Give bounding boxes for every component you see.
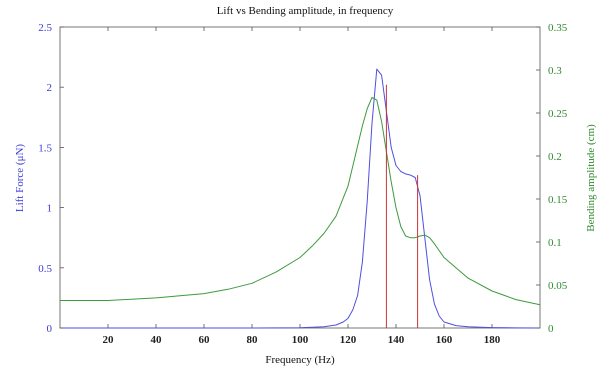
left-tick-label: 1.5	[38, 142, 52, 154]
left-tick-label: 2	[47, 82, 53, 94]
bending-amplitude-line	[60, 97, 541, 306]
x-axis-ticks: 20 40 60 80 100 120 140 160 180	[103, 27, 501, 346]
left-axis-ticks: 0 0.5 1 1.5 2 2.5	[38, 22, 64, 335]
x-axis-label: Frequency (Hz)	[265, 354, 335, 366]
x-tick-label: 140	[388, 334, 405, 346]
right-tick-label: 0.05	[548, 280, 568, 292]
x-tick-label: 80	[247, 334, 259, 346]
x-tick-label: 60	[199, 334, 211, 346]
right-tick-label: 0.2	[548, 151, 562, 163]
lift-force-line	[60, 68, 541, 329]
right-tick-label: 0.15	[548, 194, 568, 206]
right-axis-ticks: 0 0.05 0.1 0.15 0.2 0.25 0.3 0.35	[536, 22, 568, 335]
right-tick-label: 0.25	[548, 108, 568, 120]
right-tick-label: 0	[548, 323, 554, 335]
x-tick-label: 100	[292, 334, 309, 346]
right-tick-label: 0.3	[548, 65, 562, 77]
x-tick-label: 160	[436, 334, 453, 346]
x-tick-label: 120	[340, 334, 357, 346]
left-tick-label: 2.5	[38, 22, 52, 34]
right-tick-label: 0.35	[548, 22, 568, 34]
left-tick-label: 1	[47, 203, 53, 215]
series-layer	[60, 68, 541, 329]
left-axis-label: Lift Force (μN)	[14, 144, 26, 213]
left-tick-label: 0.5	[38, 263, 52, 275]
chart-title: Lift vs Bending amplitude, in frequency	[217, 5, 394, 17]
x-tick-label: 40	[151, 334, 163, 346]
marker-layer	[385, 84, 419, 328]
left-tick-label: 0	[47, 323, 53, 335]
right-tick-label: 0.1	[548, 237, 562, 249]
right-axis-label: Bending amplitude (cm)	[585, 124, 597, 232]
plot-area-frame	[59, 26, 541, 329]
x-tick-label: 20	[103, 334, 115, 346]
x-tick-label: 180	[484, 334, 501, 346]
